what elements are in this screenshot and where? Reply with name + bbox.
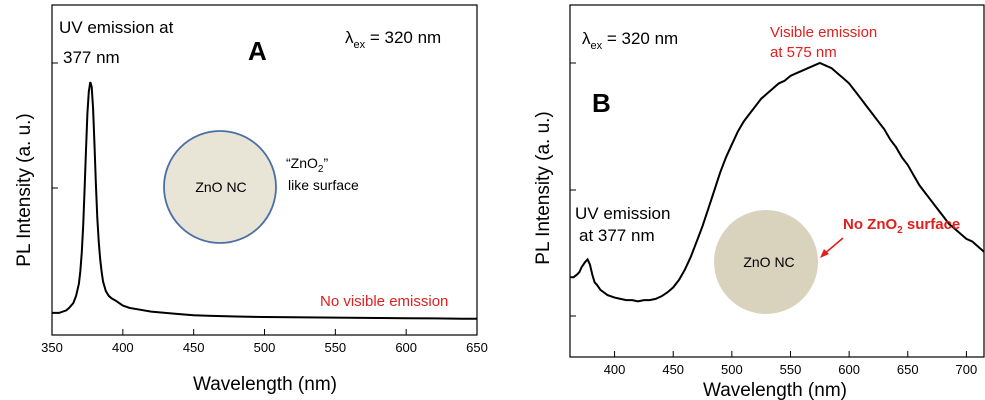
panel-a-exc-lambda: λ [345, 28, 354, 47]
panel-b-uv-note-line1: UV emission [575, 204, 670, 223]
panel-a-x-tick-label: 650 [466, 340, 488, 355]
panel-a-y-axis-label: PL Intensity (a. u.) [14, 113, 35, 266]
panel-a-x-axis-label: Wavelength (nm) [193, 374, 337, 395]
panel-b-letter: B [592, 88, 611, 118]
panel-b-x-tick-label: 650 [897, 362, 919, 377]
panel-a-surface-note-line1: “ZnO2” [286, 155, 328, 175]
panel-b-x-tick-label: 700 [956, 362, 978, 377]
panel-a-spectrum-line [52, 81, 477, 320]
panel-a-exc-rest: = 320 nm [365, 28, 441, 47]
panel-a-nanocrystal-circle [163, 130, 277, 244]
panel-b-uv-note-line2: at 377 nm [579, 226, 655, 245]
panel-b: 400 450 500 550 600 650 700 Wavelength (nm) PL… [533, 4, 985, 400]
panel-b-visible-note-line1: Visible emission [770, 24, 877, 41]
panel-b-arrow-head [820, 249, 829, 258]
panel-b-plot-frame [569, 4, 985, 358]
panel-a-x-tick-label: 500 [254, 340, 276, 355]
panel-b-visible-note-line2: at 575 nm [770, 44, 837, 61]
panel-a-x-tick-label: 350 [41, 340, 63, 355]
panel-a-letter: A [248, 36, 267, 66]
panel-a-exc-sub: ex [354, 39, 366, 51]
panel-b-x-tick-label: 500 [721, 362, 743, 377]
panel-a-excitation: λex = 320 nm [345, 28, 441, 51]
panel-a-x-ticks: 350 400 450 500 550 600 650 [41, 329, 488, 355]
panel-a: 350 400 450 500 550 600 650 Wavelength (nm) PL… [14, 4, 488, 395]
panel-b-no-surface-note: No ZnO2 surface [843, 216, 960, 236]
panel-b-x-ticks: 400 450 500 550 600 650 700 [604, 351, 978, 377]
panel-b-circle-label: ZnO NC [743, 254, 794, 270]
panel-b-nanocrystal-circle [714, 210, 818, 314]
panel-b-excitation: λex = 320 nm [582, 29, 678, 52]
panel-a-x-tick-label: 450 [183, 340, 205, 355]
panel-b-x-tick-label: 400 [604, 362, 626, 377]
panel-a-x-tick-label: 400 [112, 340, 134, 355]
panel-a-circle-label: ZnO NC [195, 179, 246, 195]
panel-b-x-tick-label: 600 [838, 362, 860, 377]
panel-b-spectrum-line [570, 61, 985, 303]
panel-b-x-tick-label: 550 [780, 362, 802, 377]
panel-a-x-tick-label: 600 [395, 340, 417, 355]
panel-a-y-ticks [52, 62, 58, 314]
panel-a-surface-note-line2: like surface [288, 177, 359, 193]
panel-a-uv-note-line1: UV emission at [59, 18, 174, 37]
panel-b-y-axis-label: PL Intensity (a. u.) [533, 111, 554, 264]
panel-b-y-ticks [570, 62, 576, 317]
panel-b-x-tick-label: 450 [662, 362, 684, 377]
panel-a-uv-note-line2: 377 nm [63, 48, 120, 67]
panel-a-no-visible-note: No visible emission [320, 293, 448, 310]
panel-a-x-tick-label: 550 [324, 340, 346, 355]
panel-b-x-axis-label: Wavelength (nm) [703, 380, 847, 400]
